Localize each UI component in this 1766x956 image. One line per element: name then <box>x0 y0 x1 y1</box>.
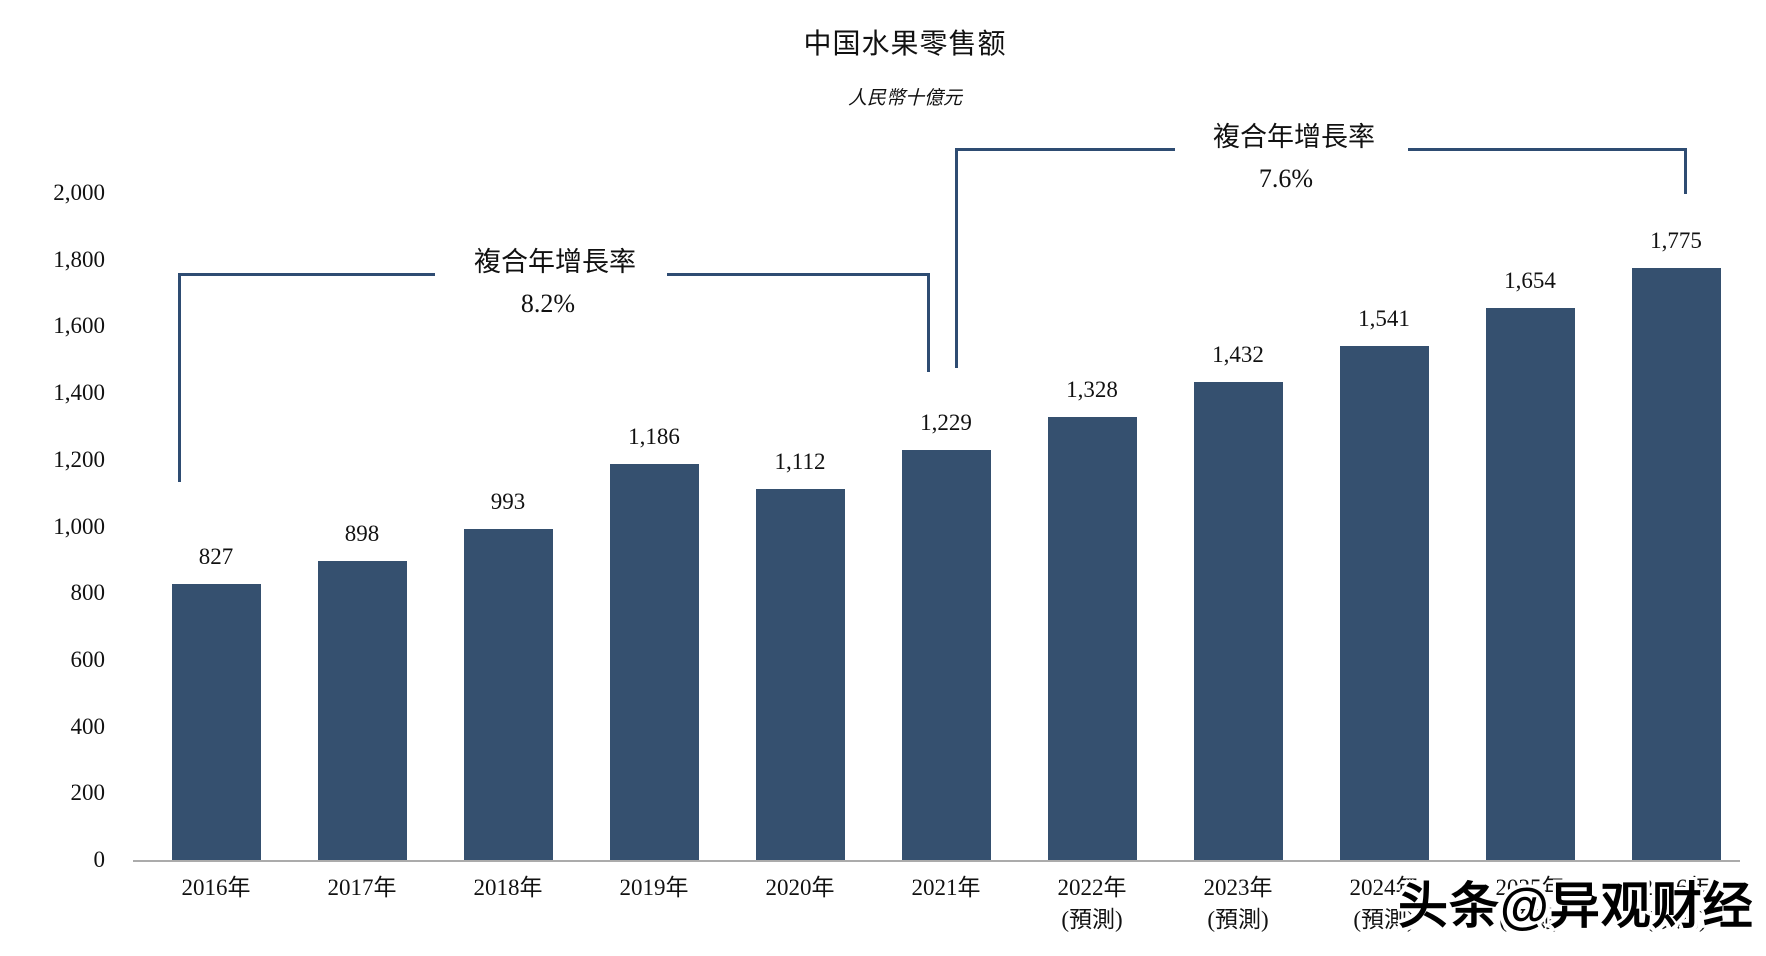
cagr1-label: 複合年增長率 <box>474 247 636 277</box>
y-tick-label: 800 <box>70 580 106 606</box>
cagr1-bracket-drop-right <box>927 273 930 372</box>
bar-2020年 <box>755 489 845 860</box>
bar-2024年 <box>1339 346 1429 860</box>
x-axis-label: 2024年 (預測) <box>1349 875 1419 932</box>
bar-2023年 <box>1193 382 1283 860</box>
cagr2-bracket-line-right <box>1408 148 1687 151</box>
bar-value-label: 1,432 <box>1212 342 1264 367</box>
bar-value-label: 1,229 <box>920 410 972 435</box>
y-tick-label: 400 <box>70 713 106 739</box>
bar-value-label: 1,112 <box>774 449 826 474</box>
x-axis-line <box>133 860 1740 862</box>
bar-2017年 <box>317 561 407 860</box>
bar-2018年 <box>463 529 553 860</box>
x-axis-label: 2017年 <box>327 875 397 900</box>
x-axis-label: 2025年 (預測) <box>1495 875 1565 932</box>
y-tick-label: 0 <box>93 847 106 872</box>
x-axis-label: 2020年 <box>765 875 835 900</box>
x-axis-label: 2022年 (預測) <box>1057 875 1127 932</box>
x-axis-label: 2018年 <box>473 875 543 900</box>
y-tick-label: 1,800 <box>53 246 105 272</box>
cagr1-bracket-drop-left <box>178 273 181 482</box>
y-tick-label: 2,000 <box>53 180 105 205</box>
watermark: 头条@异观财经 <box>1398 878 1754 934</box>
x-axis-label: 2016年 <box>181 875 251 900</box>
cagr2-value: 7.6% <box>1258 164 1314 193</box>
y-tick-label: 1,200 <box>53 446 105 472</box>
cagr1-bracket-line-left <box>178 273 435 276</box>
y-tick-label: 600 <box>70 646 106 672</box>
bar-value-label: 898 <box>344 521 380 546</box>
bar-value-label: 1,654 <box>1504 268 1556 293</box>
y-tick-label: 1,000 <box>53 513 105 539</box>
bar-2025年 <box>1485 308 1575 860</box>
bar-2019年 <box>609 464 699 860</box>
bar-value-label: 1,328 <box>1066 377 1118 402</box>
chart-subtitle-unit: 人民幣十億元 <box>847 88 962 109</box>
bar-value-label: 1,186 <box>628 424 680 449</box>
bar-2021年 <box>901 450 991 860</box>
y-tick-label: 1,600 <box>53 313 105 339</box>
x-axis-label: 2023年 (預測) <box>1203 875 1273 932</box>
cagr2-bracket-drop-left <box>955 148 958 368</box>
bar-2022年 <box>1047 417 1137 860</box>
cagr1-bracket-line-right <box>667 273 930 276</box>
bar-value-label: 827 <box>198 544 234 569</box>
x-axis-label: 2026年 (預測) <box>1641 875 1711 932</box>
bar-2016年 <box>171 584 261 860</box>
x-axis-label: 2021年 <box>911 875 981 900</box>
cagr1-value: 8.2% <box>520 289 576 318</box>
bar-value-label: 1,541 <box>1358 306 1410 331</box>
cagr2-label: 複合年增長率 <box>1213 122 1375 152</box>
cagr2-bracket-line-left <box>955 148 1175 151</box>
y-tick-label: 200 <box>70 780 106 806</box>
cagr2-bracket-drop-right <box>1684 148 1687 194</box>
y-tick-label: 1,400 <box>53 380 105 406</box>
chart-title: 中国水果零售额 <box>803 29 1007 60</box>
x-axis-label: 2019年 <box>619 875 689 900</box>
bar-2026年 <box>1631 268 1721 860</box>
bar-value-label: 1,775 <box>1650 228 1702 253</box>
bar-value-label: 993 <box>490 489 526 514</box>
